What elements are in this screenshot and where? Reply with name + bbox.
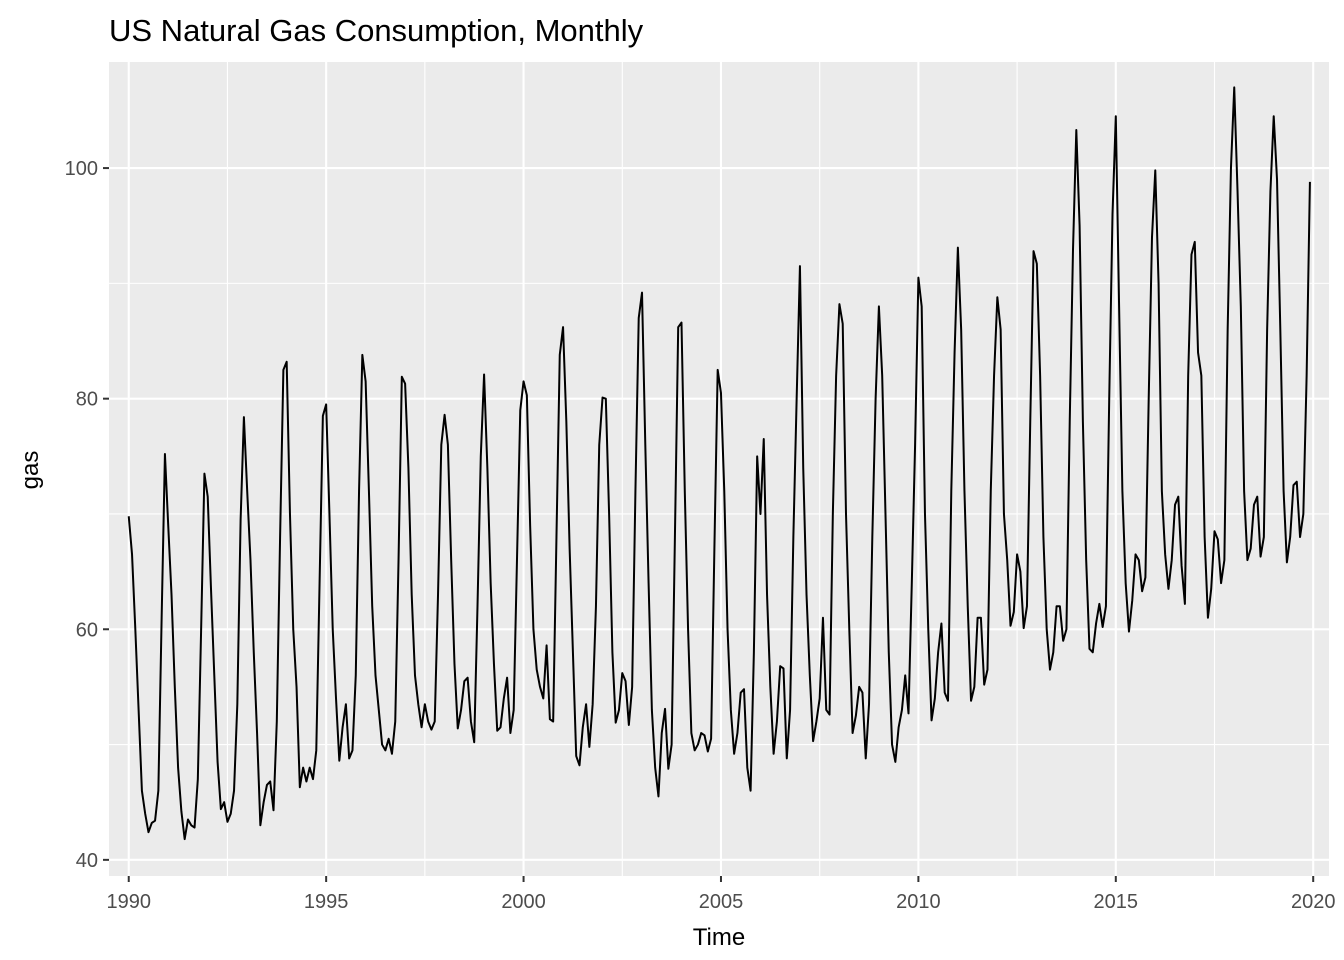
x-axis: 1990 1995 2000 2005 2010 2015 2020 [106, 876, 1335, 913]
plot-panel [109, 52, 1329, 876]
y-tick-label: 100 [65, 158, 98, 180]
y-tick-label: 60 [76, 619, 98, 641]
chart-title: US Natural Gas Consumption, Monthly [109, 13, 644, 48]
y-tick-label: 80 [76, 389, 98, 411]
x-tick-label: 1995 [304, 891, 349, 913]
x-axis-title: Time [693, 924, 745, 951]
x-tick-label: 2010 [896, 891, 941, 913]
x-tick-label: 2000 [501, 891, 546, 913]
x-tick-label: 2020 [1291, 891, 1336, 913]
series-line [127, 86, 1311, 841]
y-tick-label: 40 [76, 850, 98, 872]
x-tick-label: 2015 [1094, 891, 1139, 913]
y-axis-title: gas [17, 451, 44, 490]
x-tick-label: 2005 [699, 891, 744, 913]
y-axis: 40 60 80 100 [65, 158, 109, 872]
x-tick-label: 1990 [106, 891, 151, 913]
panel-background [109, 62, 1329, 876]
